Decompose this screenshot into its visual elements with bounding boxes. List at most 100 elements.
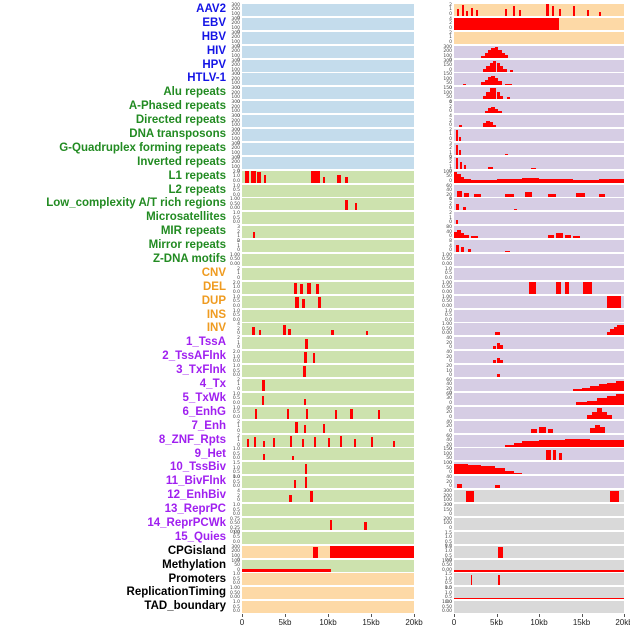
y-tick-label: 0.50	[441, 257, 452, 263]
y-tick-label: 2	[237, 229, 240, 235]
y-tick-label: 1.0	[444, 308, 452, 314]
track-panel-right	[454, 434, 624, 447]
track-panel-left	[242, 31, 414, 44]
track-panel-right	[454, 73, 624, 86]
data-bar	[371, 436, 374, 447]
y-tick-label: 40	[446, 188, 452, 194]
y-tick-label: 0.5	[232, 368, 240, 374]
data-bar	[393, 440, 396, 447]
data-bar	[528, 282, 536, 294]
data-bar	[481, 55, 485, 58]
y-axis-ticks-left: 300 200 100 0	[226, 17, 242, 35]
track-label: G-Quadruplex forming repeats	[59, 141, 226, 154]
y-tick-label: 2	[237, 336, 240, 342]
data-bar	[491, 75, 495, 86]
data-bar	[486, 92, 490, 100]
track-label: L2 repeats	[168, 183, 226, 196]
y-tick-label: 0.0	[232, 414, 240, 420]
x-tick-label: 15kb	[572, 618, 591, 628]
track-label: EBV	[202, 16, 226, 29]
data-bar	[494, 468, 505, 475]
y-tick-label: 100	[231, 25, 240, 31]
data-bar	[539, 427, 546, 433]
data-bar	[465, 491, 475, 503]
x-axis-right: 0 5kb 10kb 15kb 20kb	[451, 614, 630, 630]
y-tick-label: 150	[443, 447, 452, 453]
track-row: L1 repeats 2.0 1.0 0.0 100 50 0	[0, 170, 630, 184]
y-tick-label: 0	[237, 44, 240, 50]
track-row: AAV2 300 200 100 0 2 1 0	[0, 3, 630, 21]
data-bar	[263, 175, 267, 183]
data-bar	[310, 171, 321, 183]
track-label: 6_EnhG	[182, 405, 226, 418]
y-tick-label: 1.0	[232, 391, 240, 397]
track-label: HIV	[206, 44, 226, 57]
data-bar	[305, 409, 309, 419]
track-panel-right	[454, 559, 624, 572]
track-panel-right	[454, 365, 624, 378]
track-label: L1 repeats	[168, 169, 226, 182]
track-label: CNV	[201, 266, 226, 279]
y-tick-label: 200	[231, 160, 240, 166]
data-bar	[331, 330, 335, 336]
data-bar	[564, 439, 590, 447]
data-bar	[607, 415, 613, 419]
data-bar	[345, 177, 348, 183]
y-tick-label: 40	[446, 419, 452, 425]
data-bar	[465, 10, 468, 16]
track-panel-right	[454, 517, 624, 530]
y-tick-label: 0	[449, 99, 452, 105]
y-tick-label: 20	[446, 386, 452, 392]
data-bar	[486, 121, 490, 128]
y-tick-label: 1.5	[444, 544, 452, 550]
y-axis-ticks-right: 100 50 0	[414, 462, 454, 475]
data-bar	[573, 179, 599, 183]
track-label: Directed repeats	[135, 114, 226, 127]
data-bar	[340, 435, 343, 447]
y-tick-label: 1.5	[444, 530, 452, 536]
data-bar	[365, 330, 369, 336]
data-bar	[314, 436, 317, 447]
y-tick-label: 4	[237, 489, 240, 495]
y-axis-ticks-right: 1.0 0.5 0.0	[414, 267, 454, 280]
x-tick-label: 0	[451, 618, 457, 628]
data-bar	[252, 327, 255, 336]
y-tick-label: 0	[237, 442, 240, 448]
data-bar	[545, 449, 551, 461]
y-tick-label: 0.5	[232, 299, 240, 305]
track-label: Z-DNA motifs	[152, 253, 226, 266]
y-tick-label: 200	[231, 76, 240, 82]
y-axis-ticks-left: 1.0 0.5 0.0	[226, 531, 242, 544]
data-bar	[586, 400, 597, 405]
y-tick-label: 0.50	[229, 201, 240, 207]
data-bar	[462, 206, 466, 211]
track-panel-left	[242, 198, 414, 211]
y-tick-label: 200	[231, 21, 240, 27]
data-bar	[303, 425, 307, 433]
track-label: 9_Het	[194, 447, 226, 460]
x-tick-mark	[539, 614, 540, 618]
track-row: DNA transposons 300 200 100 0 2 1 0	[0, 128, 630, 146]
y-tick-label: 0	[449, 428, 452, 434]
track-panel-left	[242, 156, 414, 169]
x-tick-label: 10kb	[530, 618, 548, 628]
y-tick-label: 0.0	[232, 220, 240, 226]
data-bar	[464, 234, 470, 239]
data-bar	[610, 491, 619, 503]
y-tick-label: 100	[231, 164, 240, 170]
y-tick-label: 200	[231, 132, 240, 138]
data-bar	[607, 395, 616, 405]
track-row: 7_Enh 2 1 0 40 20 0	[0, 420, 630, 434]
y-tick-label: 0.00	[229, 206, 240, 212]
data-bar	[489, 122, 494, 128]
data-bar	[613, 327, 618, 336]
data-bar	[272, 438, 276, 447]
y-tick-label: 1.0	[232, 183, 240, 189]
y-tick-label: 1.0	[232, 354, 240, 360]
y-tick-label: 0	[449, 206, 452, 212]
track-panel-left	[242, 504, 414, 516]
y-tick-label: 1.00	[441, 600, 452, 606]
track-panel-right	[454, 212, 624, 225]
